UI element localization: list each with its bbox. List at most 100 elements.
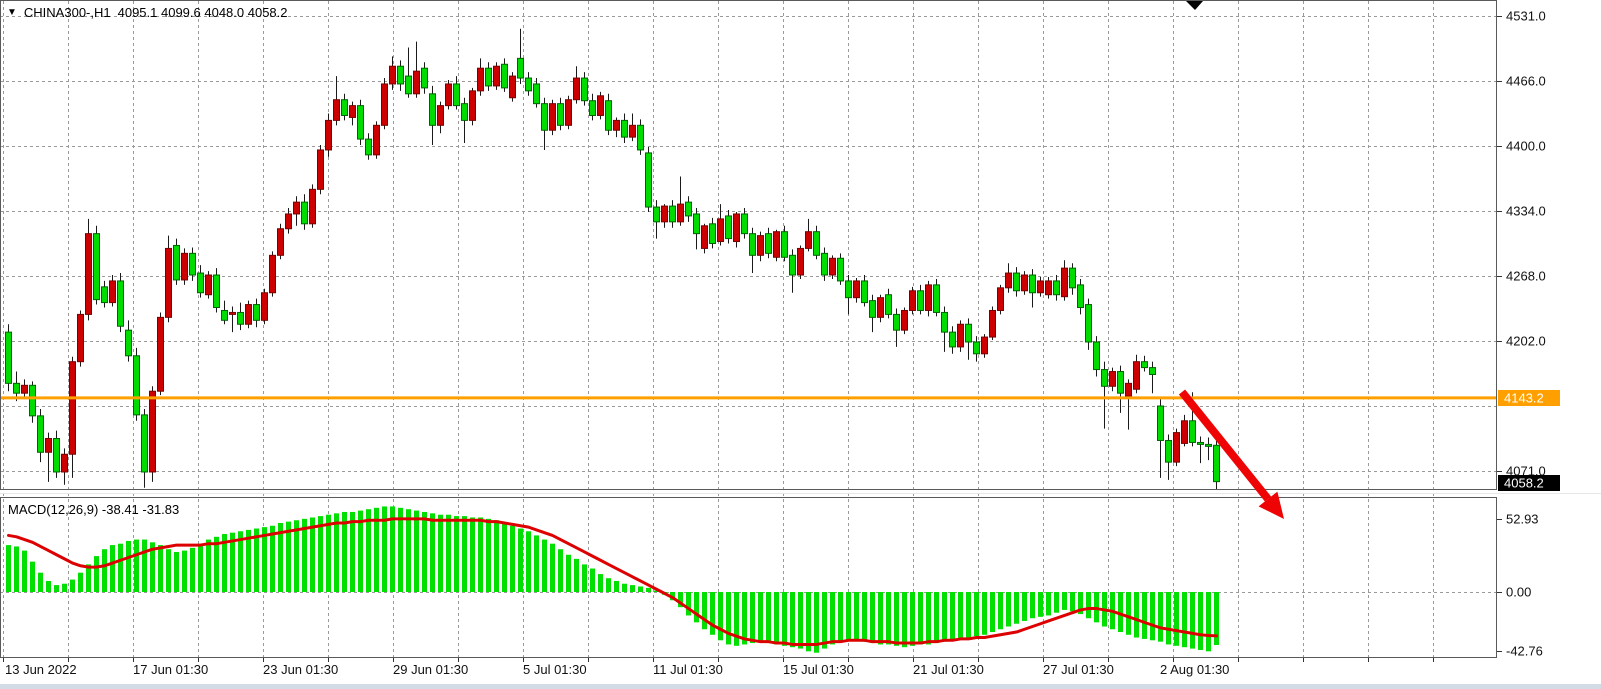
candle [1069,263,1076,295]
candle [957,320,964,352]
candle [389,56,396,90]
macd-signal-line [7,517,1218,646]
macd-bar [206,539,211,592]
candle [685,196,692,222]
macd-bar [438,514,443,592]
macd-bar [406,509,411,592]
macd-bar [654,590,659,592]
line-price-badge-text: 4143.2 [1504,391,1544,406]
macd-bar [486,518,491,592]
candle [997,284,1004,315]
candle-body-down [765,233,772,254]
candle-body-up [661,205,668,223]
candle-body-up [389,65,396,85]
candle [237,302,244,331]
macd-bar [94,556,99,592]
candle-body-down [557,103,564,126]
candle [365,133,372,160]
candle [477,58,484,96]
macd-bar [254,528,259,592]
time-axis-label: 11 Jul 01:30 [653,662,723,677]
macd-bar [30,561,35,592]
candle-body-down [709,223,716,245]
macd-bar [726,592,731,645]
candle [917,284,924,315]
macd-bar [38,572,43,592]
candle [245,300,252,329]
macd-bar [886,592,891,645]
candle-body-down [485,67,492,87]
candle [1197,436,1204,464]
macd-bar [446,514,451,592]
candle-body-up [701,225,708,249]
price-axis[interactable]: 4531.0 4466.0 4400.0 4334.0 4268.0 4202.0 4071… [1497,9,1560,659]
macd-bar [382,506,387,592]
macd-bar [310,517,315,592]
macd-bar [1062,592,1067,610]
macd-bar [278,523,283,592]
chart-header: ▼ CHINA300-,H1 4095.1 4099.6 4048.0 4058… [7,5,288,20]
candle [717,204,724,246]
macd-bar [1174,592,1179,646]
price-axis-label: 4334.0 [1506,204,1546,219]
candle [677,176,684,226]
candle-body-up [181,252,188,281]
candle-body-up [413,70,420,95]
macd-bar [1214,592,1219,646]
candle-body-up [1045,280,1052,296]
macd-bar [550,543,555,592]
current-price-badge-text: 4058.2 [1504,476,1544,491]
macd-bar [574,558,579,592]
candle-body-up [381,83,388,126]
candle [229,306,236,333]
candle [53,430,60,478]
macd-bar [70,579,75,592]
candle [117,273,124,333]
candle [565,95,572,130]
macd-bar [190,547,195,592]
candle [925,280,932,317]
macd-bar [246,529,251,592]
main-price-panel[interactable] [0,28,1497,492]
candle [789,249,796,293]
candle-body-up [229,311,236,315]
candle [645,146,652,212]
candle [37,408,44,463]
macd-bar [854,592,859,641]
candle [461,97,468,144]
candle-body-down [669,205,676,223]
candle-body-down [101,286,108,304]
candle-body-down [1157,405,1164,441]
macd-bar [966,592,971,638]
candle [597,91,604,120]
time-axis-label: 27 Jul 01:30 [1043,662,1114,677]
candle-body-up [261,292,268,321]
macd-panel[interactable] [6,506,1219,653]
candle-body-down [861,280,868,304]
candle [293,196,300,226]
macd-bar [6,545,11,592]
candle [469,87,476,126]
time-axis-label: 21 Jul 01:30 [913,662,984,677]
time-axis[interactable]: 13 Jun 2022 17 Jun 01:30 23 Jun 01:30 29 Ju… [3,658,1434,677]
candle [933,278,940,317]
candle-body-down [653,206,660,223]
candle [893,308,900,347]
candle-body-down [421,67,428,89]
symbol-dropdown-icon[interactable]: ▼ [7,6,17,18]
candle [853,277,860,303]
candle-body-up [909,290,916,311]
macd-bar [926,592,931,645]
macd-bar [590,568,595,592]
candle [709,217,716,249]
candle-body-down [517,57,524,79]
candle [13,371,20,402]
candle [573,66,580,104]
macd-bar [686,592,691,616]
candle [549,99,556,136]
candle-body-down [1149,367,1156,375]
candle-body-down [637,124,644,151]
candle-body-up [1181,420,1188,444]
candle [325,113,332,157]
